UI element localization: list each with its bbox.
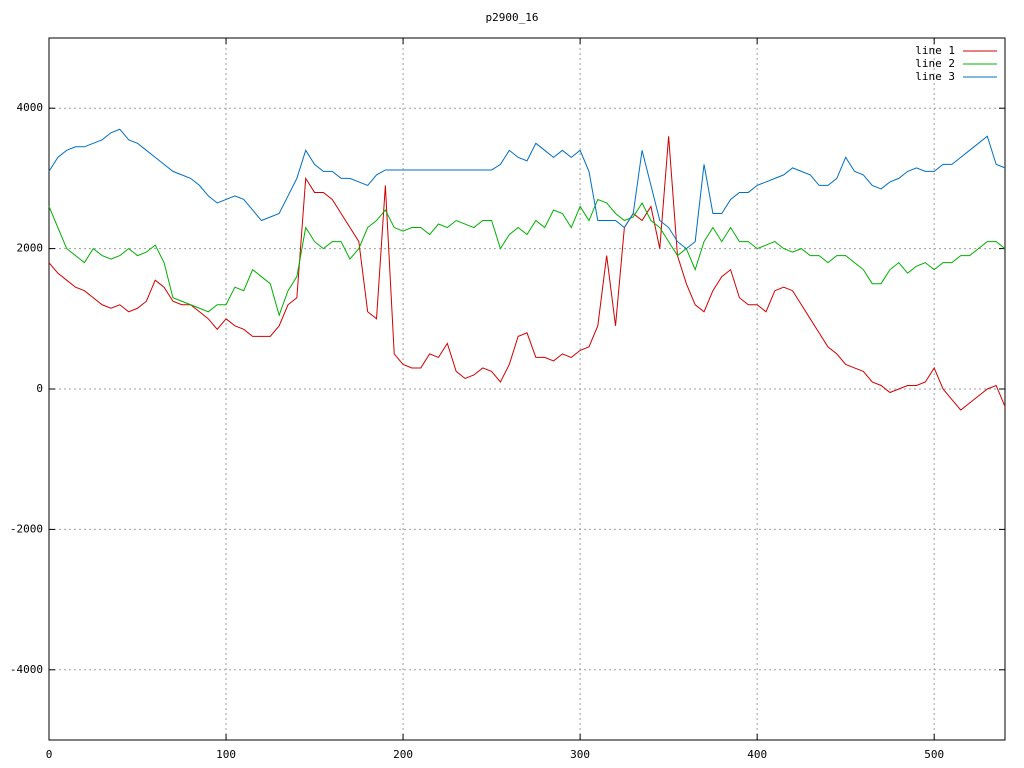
data-line	[48, 198, 1006, 317]
data-line	[48, 136, 1006, 411]
y-tick-label: 0	[36, 382, 43, 395]
y-tick-label: -4000	[10, 663, 43, 676]
legend-label: line 1	[915, 44, 955, 57]
y-tick-label: -2000	[10, 522, 43, 535]
data-line	[48, 128, 1006, 250]
x-tick-label: 400	[747, 748, 767, 761]
x-tick-label: 0	[46, 748, 53, 761]
x-tick-label: 300	[570, 748, 590, 761]
x-tick-label: 500	[924, 748, 944, 761]
y-tick-label: 4000	[17, 101, 44, 114]
x-tick-label: 200	[393, 748, 413, 761]
plot-border	[48, 37, 1006, 741]
x-tick-label: 100	[216, 748, 236, 761]
legend-label: line 3	[915, 70, 955, 83]
y-tick-label: 2000	[17, 242, 44, 255]
chart-title: p2900_16	[486, 11, 539, 24]
legend-label: line 2	[915, 57, 955, 70]
